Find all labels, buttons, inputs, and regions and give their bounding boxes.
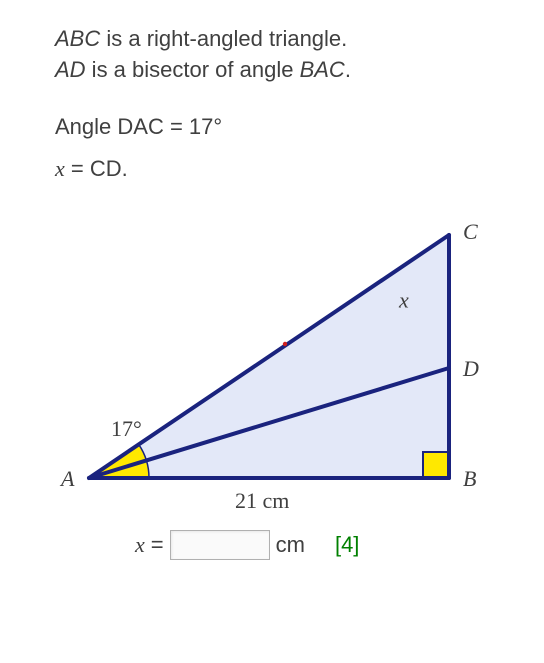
period: . — [122, 156, 128, 181]
problem-statement: ABC is a right-angled triangle. AD is a … — [55, 24, 514, 86]
bac-label: BAC — [300, 57, 345, 82]
text-3: . — [345, 57, 351, 82]
svg-text:D: D — [462, 356, 479, 381]
diagram-container: A B C D 17° 21 cm x — [49, 188, 529, 528]
triangle-diagram: A B C D 17° 21 cm x — [49, 188, 529, 528]
svg-text:B: B — [463, 466, 476, 491]
angle-given: Angle DAC = 17° — [55, 114, 514, 140]
svg-text:x: x — [398, 287, 409, 312]
svg-text:17°: 17° — [111, 416, 142, 441]
svg-text:21 cm: 21 cm — [235, 488, 289, 513]
angle-word: Angle — [55, 114, 117, 139]
x-definition: x = CD. — [55, 156, 514, 182]
answer-equals: = — [151, 532, 164, 558]
svg-text:C: C — [463, 219, 478, 244]
answer-input[interactable] — [170, 530, 270, 560]
angle-value: = 17° — [164, 114, 222, 139]
dac-label: DAC — [117, 114, 163, 139]
ad-label: AD — [55, 57, 86, 82]
cd-label: CD — [90, 156, 122, 181]
marks-label: [4] — [335, 532, 359, 558]
text-2: is a bisector of angle — [86, 57, 300, 82]
text-1: is a right-angled triangle. — [100, 26, 347, 51]
answer-unit: cm — [276, 532, 305, 558]
answer-row: x = cm [4] — [135, 530, 514, 560]
svg-text:A: A — [59, 466, 75, 491]
answer-x: x — [135, 532, 145, 558]
eq: = — [65, 156, 90, 181]
abc-label: ABC — [55, 26, 100, 51]
x-var: x — [55, 156, 65, 181]
